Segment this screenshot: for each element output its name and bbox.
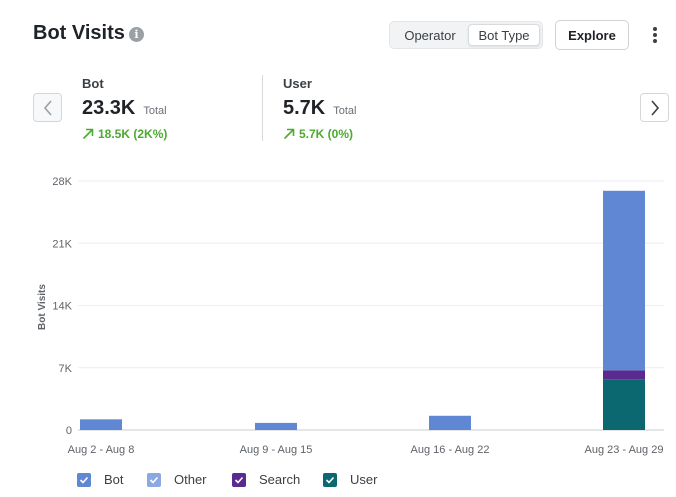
view-toggle: Operator Bot Type bbox=[389, 21, 543, 49]
next-button[interactable] bbox=[640, 93, 669, 122]
bar-user bbox=[603, 379, 645, 430]
stat-change-text: 5.7K (0%) bbox=[299, 127, 354, 141]
x-tick-label: Aug 23 - Aug 29 bbox=[585, 444, 664, 456]
stat-label: User bbox=[283, 76, 312, 91]
previous-button[interactable] bbox=[33, 93, 62, 122]
trend-up-icon bbox=[283, 128, 295, 140]
y-tick-label: 14K bbox=[52, 301, 72, 313]
y-tick-label: 21K bbox=[52, 238, 72, 250]
checkbox-checked-icon[interactable] bbox=[77, 472, 91, 487]
chevron-right-icon bbox=[650, 99, 659, 116]
y-tick-label: 28K bbox=[52, 176, 72, 188]
y-axis-label: Bot Visits bbox=[37, 284, 48, 330]
legend-item-user[interactable]: User bbox=[323, 472, 377, 487]
tab-operator[interactable]: Operator bbox=[404, 27, 456, 43]
legend-label: User bbox=[350, 472, 378, 487]
legend-item-bot[interactable]: Bot bbox=[77, 472, 124, 487]
bar-bot bbox=[80, 419, 122, 430]
stat-change: 18.5K (2K%) bbox=[82, 127, 167, 141]
tab-bot-type[interactable]: Bot Type bbox=[468, 24, 540, 46]
page-title: Bot Visits bbox=[33, 22, 125, 44]
legend-label: Other bbox=[174, 472, 207, 487]
trend-up-icon bbox=[82, 128, 94, 140]
legend-item-other[interactable]: Other bbox=[147, 472, 207, 487]
legend-item-search[interactable]: Search bbox=[232, 472, 300, 487]
x-tick-label: Aug 2 - Aug 8 bbox=[68, 444, 135, 456]
stat-value: 23.3K bbox=[82, 97, 136, 119]
y-tick-label: 7K bbox=[59, 363, 73, 375]
legend-label: Bot bbox=[104, 472, 124, 487]
info-icon[interactable]: i bbox=[129, 27, 144, 42]
chart-legend: Bot Other Search User bbox=[0, 472, 676, 490]
chevron-left-icon bbox=[43, 99, 52, 116]
stat-change-text: 18.5K (2K%) bbox=[98, 127, 168, 141]
checkbox-checked-icon[interactable] bbox=[232, 472, 246, 487]
checkbox-checked-icon[interactable] bbox=[147, 472, 161, 487]
x-tick-label: Aug 9 - Aug 15 bbox=[240, 444, 313, 456]
bar-bot bbox=[429, 415, 471, 430]
bar-bot bbox=[603, 190, 645, 371]
stat-total-label: Total bbox=[143, 105, 167, 117]
kebab-menu-icon[interactable] bbox=[647, 26, 663, 44]
stat-user: User 5.7K Total 5.7K (0%) bbox=[283, 76, 357, 141]
stat-divider bbox=[262, 75, 263, 141]
stat-value: 5.7K bbox=[283, 97, 326, 119]
bar-search bbox=[603, 370, 645, 380]
bot-visits-chart: 0 7K 14K 21K 28K Aug 2 - Aug 8 Aug 9 - Aug 15 A… bbox=[52, 176, 664, 456]
bar-bot bbox=[255, 422, 297, 430]
stat-bot: Bot 23.3K Total 18.5K (2K%) bbox=[82, 76, 167, 141]
x-tick-label: Aug 16 - Aug 22 bbox=[411, 444, 490, 456]
stat-label: Bot bbox=[82, 76, 104, 91]
explore-button[interactable]: Explore bbox=[555, 20, 629, 50]
y-tick-label: 0 bbox=[66, 425, 72, 437]
stat-total-label: Total bbox=[333, 105, 357, 117]
stat-change: 5.7K (0%) bbox=[283, 127, 357, 141]
checkbox-checked-icon[interactable] bbox=[323, 472, 337, 487]
legend-label: Search bbox=[259, 472, 301, 487]
